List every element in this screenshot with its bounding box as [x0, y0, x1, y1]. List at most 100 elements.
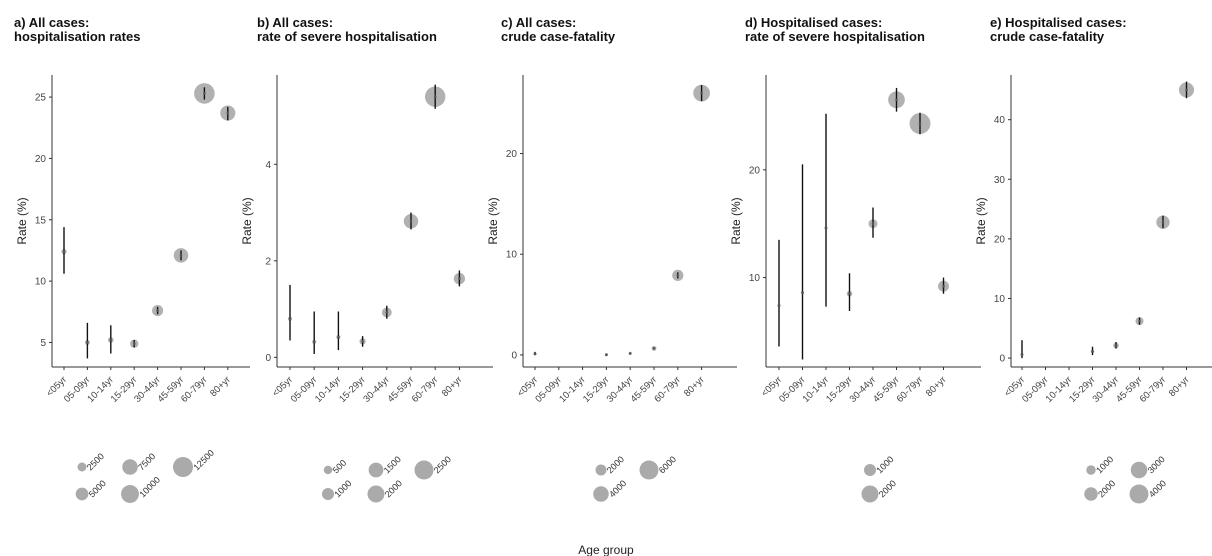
y-axis-label: Rate (%) — [974, 197, 988, 244]
point-center — [605, 353, 608, 357]
size-legend-label: 6000 — [657, 454, 678, 475]
y-tick-label: 30 — [994, 175, 1006, 186]
size-legend-label: 10000 — [137, 475, 162, 500]
point-center — [700, 91, 703, 95]
size-legend-label: 4000 — [1147, 478, 1168, 499]
size-legend-key — [414, 460, 434, 480]
point-center — [848, 292, 851, 296]
x-tick-label: 80+yr — [1167, 374, 1192, 399]
size-legend-key — [595, 464, 607, 476]
panel-title-line2: rate of severe hospitalisation — [745, 29, 925, 44]
point-center — [433, 95, 437, 99]
point-center — [1138, 319, 1141, 323]
y-tick-label: 10 — [506, 250, 518, 261]
panel-b: b) All cases: rate of severe hospitalisa… — [240, 0, 493, 520]
y-axis-label: Rate (%) — [240, 197, 254, 244]
point-center — [1161, 220, 1165, 224]
y-tick-label: 20 — [506, 149, 518, 160]
y-tick-label: 20 — [35, 154, 47, 165]
x-tick-label: 60-79yr — [179, 374, 210, 405]
point-center — [942, 284, 945, 288]
panel-d: d) Hospitalised cases: rate of severe ho… — [729, 0, 981, 520]
y-tick-label: 10 — [749, 273, 761, 284]
size-legend-key — [1129, 484, 1149, 504]
point-center — [533, 352, 537, 356]
y-tick-label: 20 — [994, 234, 1006, 245]
x-tick-label: 05-09yr — [289, 374, 320, 405]
y-axis-label: Rate (%) — [15, 197, 29, 244]
size-legend-label: 500 — [331, 458, 349, 476]
panel-title-line1: c) All cases: — [501, 15, 577, 30]
y-tick-label: 25 — [35, 93, 47, 104]
size-legend-key — [323, 465, 333, 475]
point-center — [652, 347, 656, 350]
x-tick-label: 60-79yr — [895, 374, 926, 405]
size-legend-key — [593, 486, 609, 502]
x-tick-label: 10-14yr — [313, 374, 344, 405]
point-center — [203, 92, 206, 95]
size-legend-key — [121, 485, 139, 503]
size-legend-label: 1500 — [382, 454, 403, 475]
size-legend-label: 4000 — [607, 478, 628, 499]
size-legend-label: 2000 — [605, 454, 626, 475]
x-tick-label: 80+yr — [208, 374, 233, 399]
point-center — [179, 254, 183, 257]
point-center — [132, 342, 136, 345]
panel-title-line1: b) All cases: — [257, 15, 334, 30]
point-center — [226, 111, 230, 115]
size-legend-key — [75, 487, 89, 501]
y-axis-label: Rate (%) — [486, 197, 500, 244]
x-tick-label: 80+yr — [924, 374, 949, 399]
size-legend-key — [77, 462, 87, 472]
panel-c: c) All cases: crude case-fatality 0 10 20 R… — [486, 0, 737, 520]
point-center — [361, 340, 364, 343]
y-tick-label: 10 — [994, 294, 1006, 305]
size-legend-key — [1086, 465, 1096, 475]
x-tick-label: 60-79yr — [1138, 374, 1169, 405]
point-center — [1185, 88, 1188, 92]
size-legend-label: 1000 — [874, 454, 895, 475]
point-center — [337, 335, 340, 339]
point-center — [458, 277, 461, 280]
size-legend-label: 1000 — [332, 478, 353, 499]
size-legend-key — [639, 460, 659, 480]
point-center — [62, 250, 66, 253]
point-center — [156, 309, 159, 312]
panel-title-line2: hospitalisation rates — [14, 29, 141, 44]
size-legend-label: 3000 — [1146, 454, 1167, 475]
panel-title-line1: a) All cases: — [14, 15, 90, 30]
size-legend-label: 2000 — [383, 478, 404, 499]
size-legend-label: 1000 — [1094, 454, 1115, 475]
panel-a: a) All cases: hospitalisation rates 5 10 1… — [14, 0, 250, 520]
size-legend-label: 2000 — [1096, 478, 1117, 499]
y-tick-label: 2 — [265, 256, 271, 267]
size-legend-key — [863, 463, 877, 477]
size-legend-key — [367, 485, 385, 503]
point-center — [288, 317, 292, 321]
x-tick-label: 80+yr — [440, 374, 465, 399]
y-tick-label: 4 — [265, 160, 271, 171]
panel-title-line1: d) Hospitalised cases: — [745, 15, 883, 30]
point-center — [1020, 353, 1024, 356]
point-center — [895, 98, 898, 102]
y-tick-label: 40 — [994, 115, 1006, 126]
size-legend-label: 2000 — [877, 478, 898, 499]
panel-title-line2: crude case-fatality — [501, 29, 616, 44]
size-legend-key — [173, 457, 193, 477]
point-center — [918, 122, 922, 125]
x-axis-title: Age group — [578, 543, 634, 556]
point-center — [871, 222, 875, 225]
y-axis-label: Rate (%) — [729, 197, 743, 244]
size-legend-key — [1084, 487, 1098, 501]
point-center — [86, 341, 89, 344]
x-tick-label: 15-29yr — [337, 374, 368, 405]
size-legend-label: 7500 — [136, 451, 157, 472]
point-center — [628, 352, 632, 355]
size-legend-key — [368, 462, 384, 478]
point-center — [1114, 344, 1118, 347]
panel-title: e) Hospitalised cases: crude case-fatali… — [990, 16, 1127, 44]
panel-title: d) Hospitalised cases: rate of severe ho… — [745, 16, 925, 44]
